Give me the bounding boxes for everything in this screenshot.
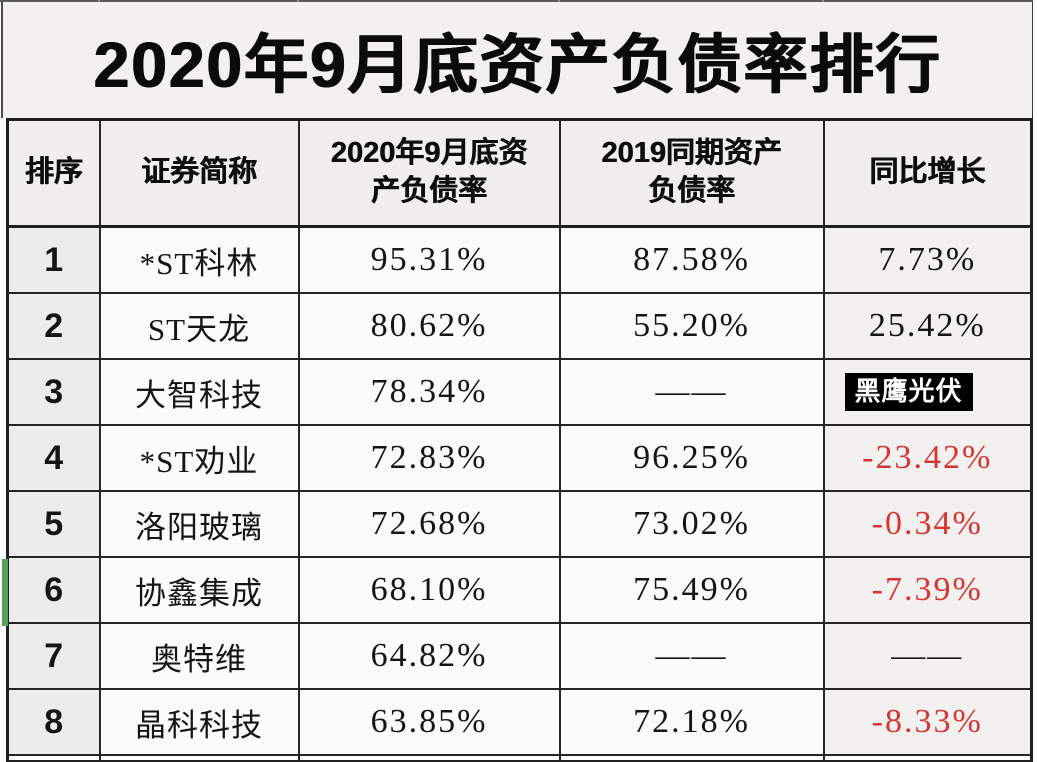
header-ratio-2020-line1: 2020年9月底资 [330, 137, 528, 170]
rank-cell: 1 [6, 225, 101, 294]
table-row: 2 ST天龙 80.62% 55.20% 25.42% [6, 292, 1033, 360]
yoy-cell: 25.42% [822, 292, 1033, 360]
table-row: 1 *ST科林 95.31% 87.58% 7.73% [6, 225, 1033, 294]
header-rank-label: 排序 [24, 156, 83, 189]
rank-cell: 8 [6, 688, 101, 756]
header-ratio-2019-line2: 负债率 [647, 175, 735, 207]
table-row: 6 协鑫集成 68.10% 75.49% -7.39% [6, 556, 1033, 624]
table-row: 8 晶科科技 63.85% 72.18% -8.33% [6, 688, 1033, 756]
ratio-2020-cell: 63.85% [297, 688, 561, 756]
header-ratio-2019: 2019同期资产 负债率 [558, 118, 825, 228]
partial-cell [297, 754, 561, 762]
header-rank: 排序 [6, 118, 101, 228]
ratio-2020-cell: 95.31% [297, 225, 561, 294]
header-stock-name-label: 证券简称 [140, 156, 257, 189]
rank-cell: 3 [6, 358, 101, 426]
row-selection-marker [2, 559, 8, 626]
ratio-2020-cell: 78.34% [297, 358, 561, 426]
partial-cell [6, 754, 101, 762]
stock-name-cell: ST天龙 [98, 292, 300, 360]
table-row: 3 大智科技 78.34% —— 黑鹰光伏 [6, 358, 1033, 426]
header-yoy-growth-label: 同比增长 [869, 156, 986, 189]
ratio-2019-cell: 72.18% [558, 688, 825, 756]
rank-cell: 5 [6, 490, 101, 558]
ratio-2020-cell: 64.82% [297, 622, 561, 690]
stock-name-cell: *ST劝业 [98, 424, 300, 492]
partial-row [6, 754, 1033, 762]
ratio-2020-cell: 72.83% [297, 424, 561, 492]
title-band: 2020年9月底资产负债率排行 [1, 2, 1032, 118]
ratio-2020-cell: 72.68% [297, 490, 561, 558]
yoy-cell: 黑鹰光伏 [822, 358, 1033, 426]
stock-name-cell: 奥特维 [98, 622, 300, 690]
rank-cell: 4 [6, 424, 101, 492]
header-ratio-2020-line2: 产负债率 [370, 175, 487, 207]
page-title: 2020年9月底资产负债率排行 [93, 29, 942, 101]
table-row: 7 奥特维 64.82% —— —— [6, 622, 1033, 690]
ratio-2019-cell: 73.02% [558, 490, 825, 558]
rank-cell: 7 [6, 622, 101, 690]
stock-name-cell: 协鑫集成 [98, 556, 300, 624]
header-ratio-2019-line1: 2019同期资产 [601, 137, 782, 170]
ratio-2019-cell: 87.58% [558, 225, 825, 294]
ranking-table: 排序 证券简称 2020年9月底资 产负债率 2019同期资产 负债率 同比增长… [6, 118, 1033, 762]
header-yoy-growth: 同比增长 [822, 118, 1033, 228]
yoy-cell: -0.34% [822, 490, 1033, 558]
rank-cell: 2 [6, 292, 101, 360]
ratio-2019-cell: 55.20% [558, 292, 825, 360]
partial-cell [558, 754, 825, 762]
table-row: 4 *ST劝业 72.83% 96.25% -23.42% [6, 424, 1033, 492]
yoy-cell: -7.39% [822, 556, 1033, 624]
ratio-2019-cell: —— [558, 358, 825, 426]
ratio-2020-cell: 68.10% [297, 556, 561, 624]
top-grid-line [0, 0, 1033, 2]
stock-name-cell: *ST科林 [98, 225, 300, 294]
header-ratio-2020: 2020年9月底资 产负债率 [297, 118, 561, 228]
ratio-2019-cell: 96.25% [558, 424, 825, 492]
watermark-badge: 黑鹰光伏 [844, 372, 973, 412]
yoy-cell: —— [822, 622, 1033, 690]
table-row: 5 洛阳玻璃 72.68% 73.02% -0.34% [6, 490, 1033, 558]
partial-cell [98, 754, 300, 762]
yoy-cell: -23.42% [822, 424, 1033, 492]
header-stock-name: 证券简称 [98, 118, 300, 228]
rank-cell: 6 [6, 556, 101, 624]
stock-name-cell: 晶科科技 [98, 688, 300, 756]
yoy-cell: 7.73% [822, 225, 1033, 294]
stock-name-cell: 洛阳玻璃 [98, 490, 300, 558]
partial-cell [822, 754, 1033, 762]
stock-name-cell: 大智科技 [98, 358, 300, 426]
yoy-cell: -8.33% [822, 688, 1033, 756]
ratio-2019-cell: 75.49% [558, 556, 825, 624]
ratio-2019-cell: —— [558, 622, 825, 690]
ratio-2020-cell: 80.62% [297, 292, 561, 360]
header-row: 排序 证券简称 2020年9月底资 产负债率 2019同期资产 负债率 同比增长 [6, 118, 1033, 228]
